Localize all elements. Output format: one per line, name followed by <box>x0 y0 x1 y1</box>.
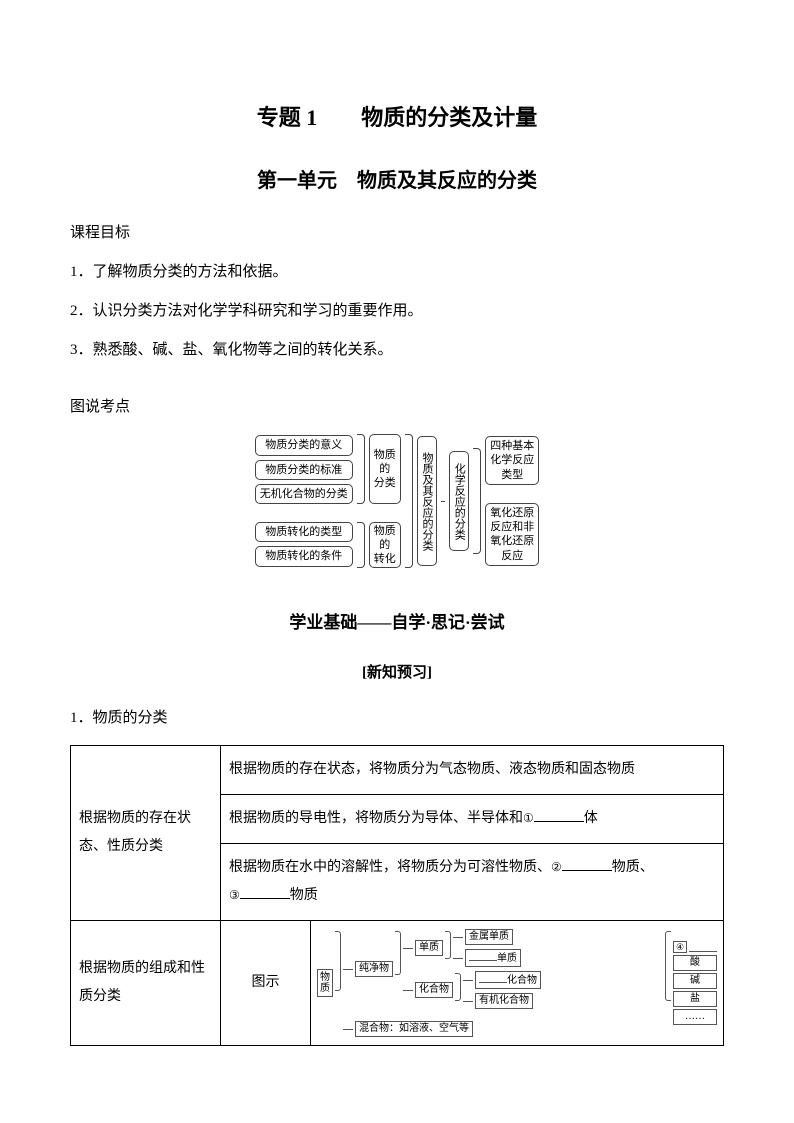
diagram-node: 物质 的 转化 <box>369 522 401 568</box>
fill-blank[interactable] <box>479 973 507 983</box>
text-run: 化合物 <box>507 975 537 986</box>
table-cell: 根据物质在水中的溶解性，将物质分为可溶性物质、② 物质、 ③ 物质 <box>221 844 724 921</box>
diagram-node: 物质分类的意义 <box>255 435 353 455</box>
tree-node: 纯净物 <box>355 961 393 977</box>
diagram-heading: 图说考点 <box>70 395 724 416</box>
list-point: 1．物质的分类 <box>70 706 724 727</box>
tree-node: 金属单质 <box>465 929 513 945</box>
blank-number: ④ <box>673 941 687 953</box>
classification-table: 根据物质的存在状态、性质分类 根据物质的存在状态，将物质分为气态物质、液态物质和… <box>70 745 724 1046</box>
fill-blank[interactable] <box>534 808 584 822</box>
goals-heading: 课程目标 <box>70 221 724 242</box>
text-run: 单质 <box>497 953 517 964</box>
table-cell: 根据物质的存在状态、性质分类 <box>71 746 221 921</box>
concept-diagram: 物质分类的意义 物质分类的标准 无机化合物的分类 物质转化的类型 物质转化的条件… <box>70 434 724 568</box>
table-cell: 根据物质的组成和性质分类 <box>71 921 221 1046</box>
tree-node: 混合物：如溶液、空气等 <box>355 1021 473 1037</box>
tree-node: 盐 <box>673 991 717 1007</box>
goal-item: 1．了解物质分类的方法和依据。 <box>70 260 724 281</box>
blank-number: ③ <box>229 888 240 902</box>
goal-item: 2．认识分类方法对化学学科研究和学习的重要作用。 <box>70 299 724 320</box>
tree-node: 化合物 <box>475 971 541 989</box>
diagram-node: 无机化合物的分类 <box>255 484 353 504</box>
diagram-node: 物质 的 分类 <box>369 434 401 504</box>
diagram-node: 物质及其反应的分类 <box>417 436 437 566</box>
table-cell: 图示 <box>221 921 311 1046</box>
tree-node: 单质 <box>415 940 443 956</box>
diagram-node: 物质转化的条件 <box>255 546 353 566</box>
tree-node: 物 质 <box>317 969 333 997</box>
fill-blank[interactable] <box>240 885 290 899</box>
diagram-node: 物质转化的类型 <box>255 522 353 542</box>
tree-node: 酸 <box>673 955 717 971</box>
table-cell: 根据物质的存在状态，将物质分为气态物质、液态物质和固态物质 <box>221 746 724 795</box>
fill-blank[interactable] <box>469 951 497 961</box>
tree-node: 单质 <box>465 949 521 967</box>
fill-blank[interactable] <box>562 857 612 871</box>
diagram-node: 物质分类的标准 <box>255 460 353 480</box>
tree-node: …… <box>673 1009 717 1025</box>
topic-title: 专题 1 物质的分类及计量 <box>70 100 724 132</box>
diagram-node: 四种基本 化学反应 类型 <box>485 436 539 485</box>
text-run: 根据物质在水中的溶解性，将物质分为可溶性物质、 <box>229 860 551 875</box>
tree-node: 化合物 <box>415 982 453 998</box>
blank-number: ② <box>551 860 562 874</box>
table-cell: 物 质 纯净物 单质 金属单质 <box>311 921 724 1046</box>
blank-number: ① <box>523 811 534 825</box>
unit-title: 第一单元 物质及其反应的分类 <box>70 164 724 193</box>
tree-diagram: 物 质 纯净物 单质 金属单质 <box>315 925 719 1041</box>
text-run: 物质、 <box>612 860 654 875</box>
section-subheader: [新知预习] <box>70 661 724 682</box>
tree-node: 有机化合物 <box>475 993 533 1009</box>
text-run: 体 <box>584 811 598 826</box>
fill-blank[interactable] <box>689 942 717 952</box>
diagram-node: 化学反应的分类 <box>449 451 469 551</box>
text-run: 根据物质的导电性，将物质分为导体、半导体和 <box>229 811 523 826</box>
goal-item: 3．熟悉酸、碱、盐、氧化物等之间的转化关系。 <box>70 338 724 359</box>
section-subheader: 学业基础——自学·思记·尝试 <box>70 608 724 633</box>
diagram-node: 氧化还原 反应和非 氧化还原 反应 <box>485 503 539 566</box>
tree-node: 碱 <box>673 973 717 989</box>
table-cell: 根据物质的导电性，将物质分为导体、半导体和① 体 <box>221 795 724 844</box>
text-run: 物质 <box>290 888 318 903</box>
